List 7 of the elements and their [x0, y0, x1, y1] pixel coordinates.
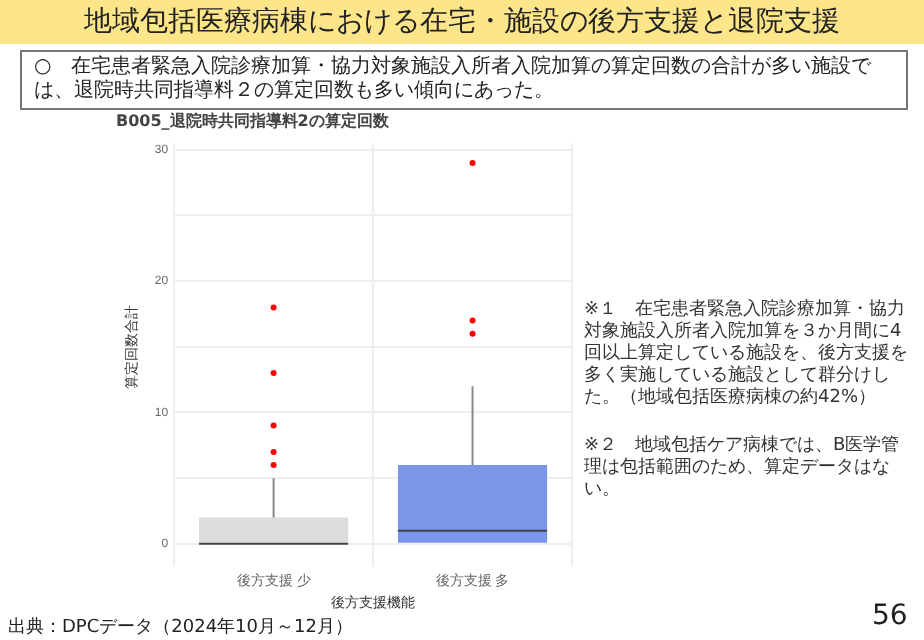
text: 56 [872, 600, 908, 632]
text: ○ 在宅患者緊急入院診療加算・協力対象施設入所者入院加算の算定回数の合計が多い施設では、退院時共同指導料２の算定回数も多い傾向にあった。 [20, 50, 908, 110]
source-note: 出典：DPCデータ（2024年10月～12月） [8, 615, 353, 640]
chart-title: B005_退院時共同指導料2の算定回数 [116, 109, 391, 130]
chart-subtitle: 地域包括医療病棟における在宅・施設の後方支援と退院支援 [0, 0, 924, 44]
text: ※１ 在宅患者緊急入院診療加算・協力対象施設入所者入院加算を３か月間に4回以上算定している施設を、後方支援を多く実施している施設として群分けした。（地域包括医療病棟の約42%） [584, 300, 910, 410]
text: ※２ 地域包括ケア病棟では、B医学管理は包括範囲のため、算定データはない。 [584, 436, 902, 502]
